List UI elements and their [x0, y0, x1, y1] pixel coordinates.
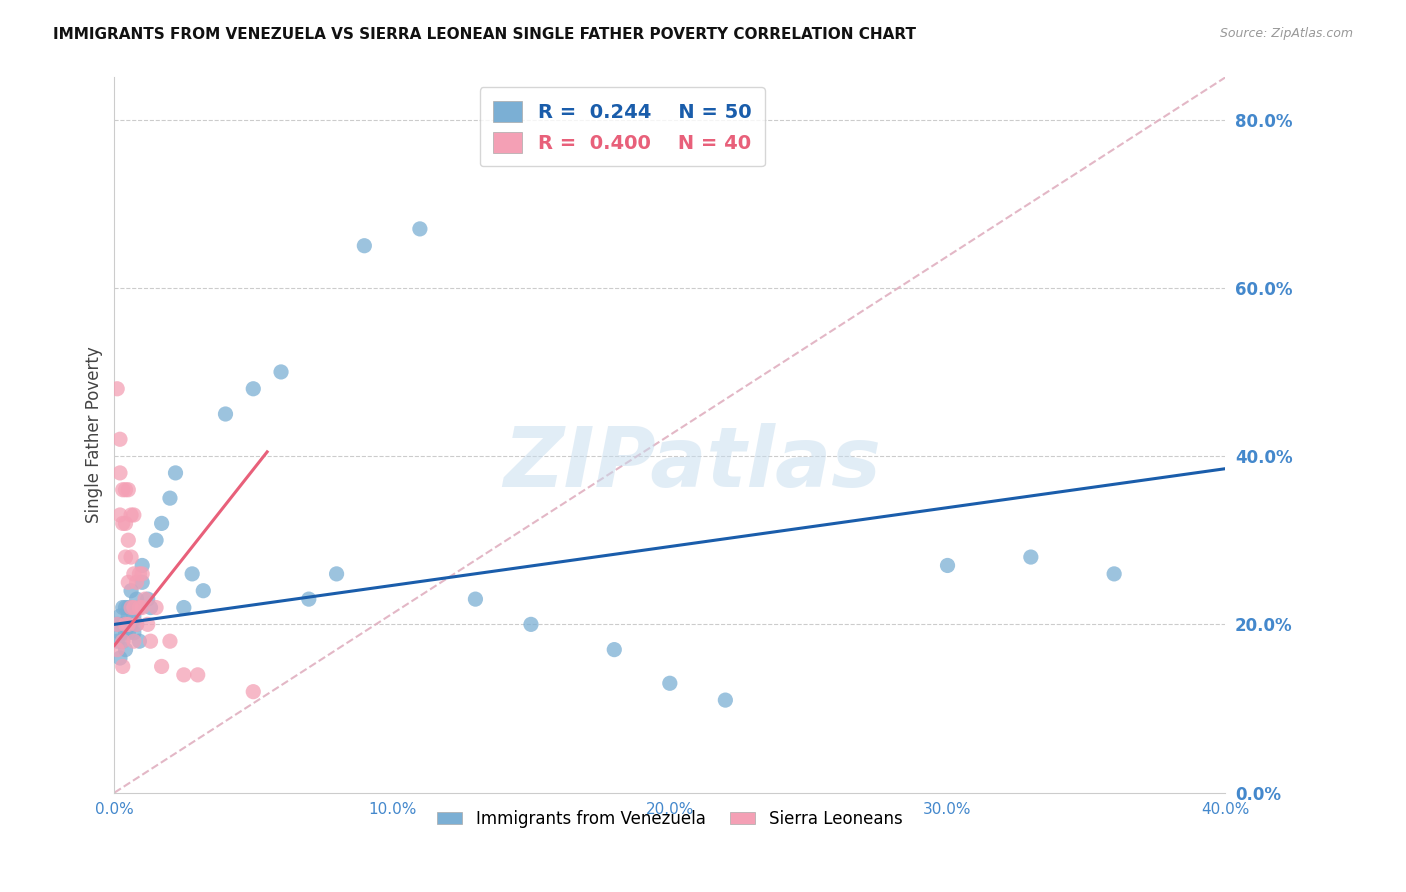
Point: [173, 600, 195, 615]
Point: [150, 516, 173, 531]
Point: [714, 693, 737, 707]
Point: [159, 634, 181, 648]
Point: [173, 668, 195, 682]
Legend: Immigrants from Venezuela, Sierra Leoneans: Immigrants from Venezuela, Sierra Leonea…: [430, 803, 910, 834]
Point: [108, 651, 131, 665]
Point: [105, 617, 128, 632]
Point: [131, 600, 153, 615]
Point: [125, 592, 148, 607]
Point: [150, 659, 173, 673]
Point: [1019, 550, 1042, 565]
Point: [298, 592, 321, 607]
Point: [128, 600, 150, 615]
Point: [145, 600, 167, 615]
Point: [105, 634, 128, 648]
Point: [111, 483, 134, 497]
Point: [131, 566, 153, 581]
Point: [117, 609, 139, 624]
Point: [139, 600, 162, 615]
Point: [114, 516, 136, 531]
Point: [125, 575, 148, 590]
Point: [117, 617, 139, 632]
Point: [353, 238, 375, 252]
Point: [117, 533, 139, 548]
Point: [122, 625, 145, 640]
Point: [120, 600, 142, 615]
Point: [114, 617, 136, 632]
Point: [131, 558, 153, 573]
Point: [128, 600, 150, 615]
Point: [136, 617, 159, 632]
Point: [270, 365, 292, 379]
Text: Source: ZipAtlas.com: Source: ZipAtlas.com: [1219, 27, 1353, 40]
Point: [187, 668, 209, 682]
Point: [117, 483, 139, 497]
Point: [114, 625, 136, 640]
Point: [193, 583, 215, 598]
Point: [105, 617, 128, 632]
Point: [122, 609, 145, 624]
Point: [464, 592, 486, 607]
Point: [114, 642, 136, 657]
Point: [122, 600, 145, 615]
Point: [108, 508, 131, 522]
Point: [520, 617, 543, 632]
Point: [136, 592, 159, 607]
Point: [125, 617, 148, 632]
Point: [128, 634, 150, 648]
Point: [114, 600, 136, 615]
Point: [242, 382, 264, 396]
Point: [114, 483, 136, 497]
Point: [1102, 566, 1125, 581]
Point: [120, 583, 142, 598]
Point: [111, 634, 134, 648]
Point: [108, 625, 131, 640]
Point: [122, 634, 145, 648]
Text: IMMIGRANTS FROM VENEZUELA VS SIERRA LEONEAN SINGLE FATHER POVERTY CORRELATION CH: IMMIGRANTS FROM VENEZUELA VS SIERRA LEON…: [53, 27, 917, 42]
Point: [325, 566, 347, 581]
Point: [117, 617, 139, 632]
Point: [117, 625, 139, 640]
Point: [214, 407, 236, 421]
Point: [242, 684, 264, 698]
Point: [165, 466, 187, 480]
Point: [105, 642, 128, 657]
Point: [122, 508, 145, 522]
Point: [120, 550, 142, 565]
Point: [131, 575, 153, 590]
Point: [111, 634, 134, 648]
Point: [181, 566, 204, 581]
Point: [108, 609, 131, 624]
Point: [111, 659, 134, 673]
Point: [111, 617, 134, 632]
Point: [603, 642, 626, 657]
Point: [139, 634, 162, 648]
Point: [114, 550, 136, 565]
Point: [159, 491, 181, 505]
Point: [128, 566, 150, 581]
Point: [108, 432, 131, 446]
Point: [120, 508, 142, 522]
Point: [409, 222, 432, 236]
Point: [117, 575, 139, 590]
Point: [122, 566, 145, 581]
Y-axis label: Single Father Poverty: Single Father Poverty: [86, 347, 103, 524]
Point: [134, 592, 156, 607]
Point: [117, 600, 139, 615]
Point: [125, 617, 148, 632]
Point: [120, 617, 142, 632]
Text: ZIPatlas: ZIPatlas: [503, 423, 882, 504]
Point: [111, 600, 134, 615]
Point: [105, 382, 128, 396]
Point: [658, 676, 681, 690]
Point: [108, 466, 131, 480]
Point: [120, 600, 142, 615]
Point: [936, 558, 959, 573]
Point: [145, 533, 167, 548]
Point: [111, 516, 134, 531]
